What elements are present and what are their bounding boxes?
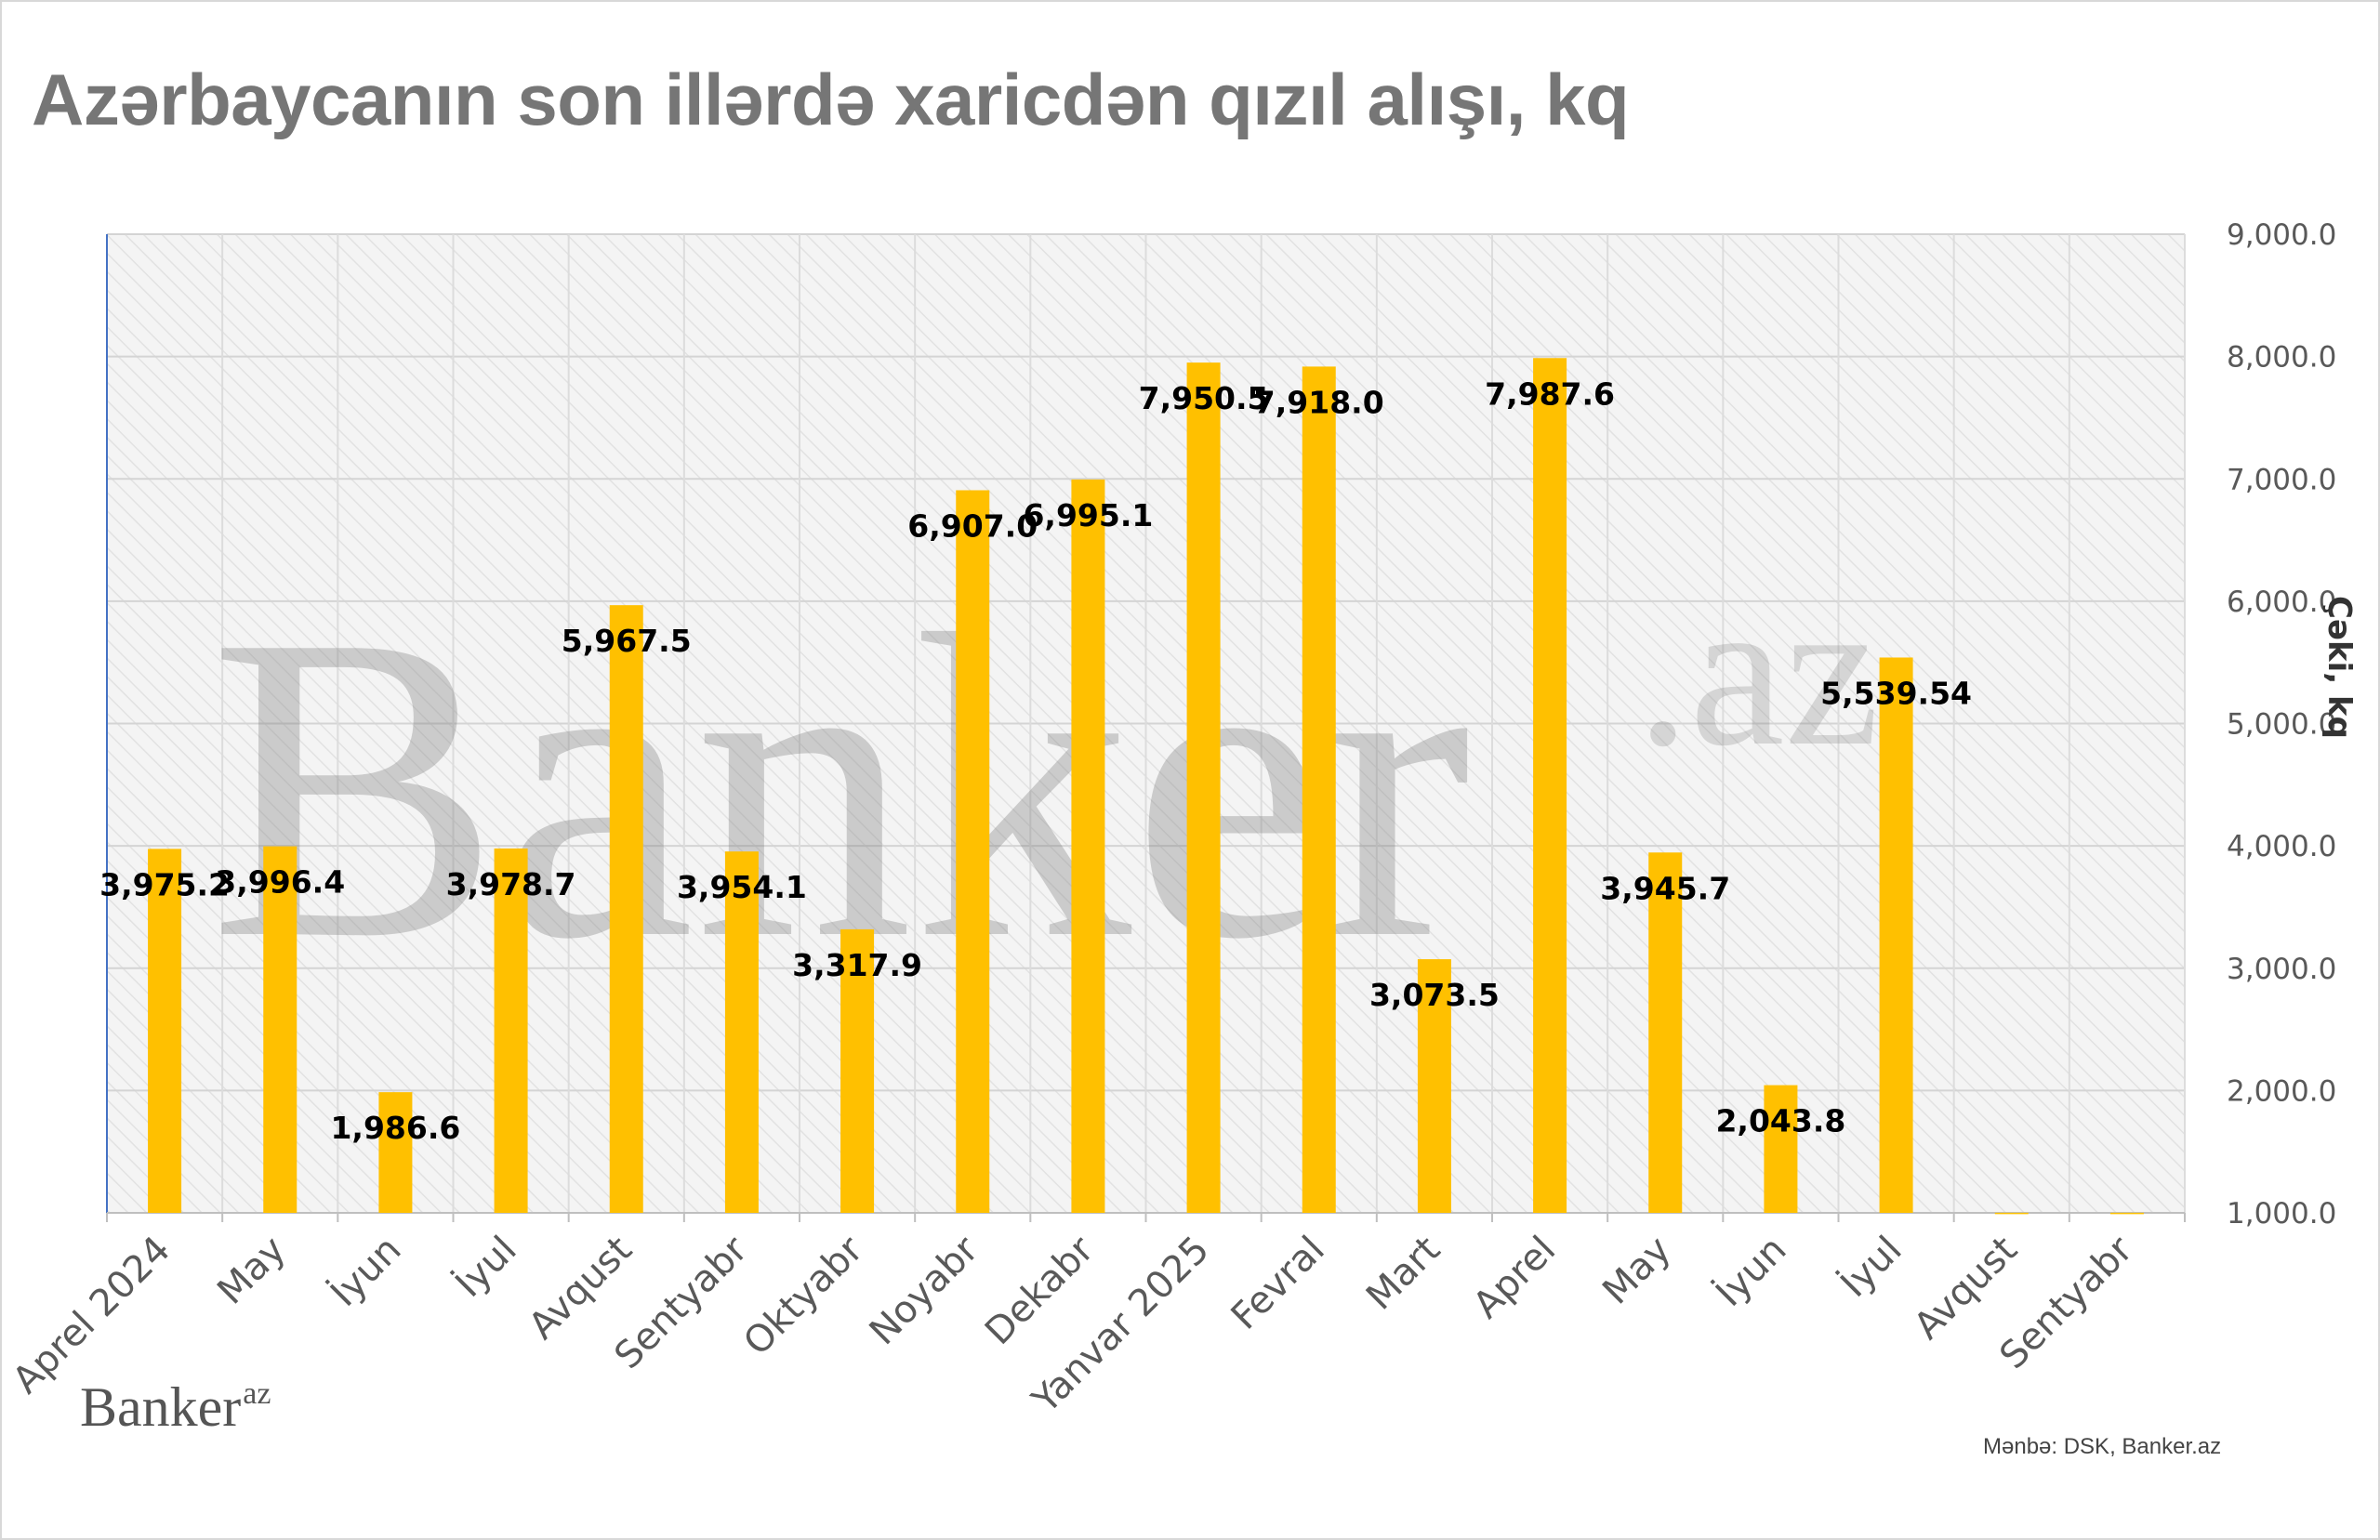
- data-label: 3,975.2: [99, 866, 230, 902]
- bar: [1533, 358, 1567, 1213]
- bar: [1186, 362, 1221, 1213]
- bar: [1648, 852, 1683, 1213]
- y-tick-label: 4,000.0: [2227, 830, 2336, 863]
- bar: [1302, 366, 1336, 1214]
- watermark: Banker: [209, 545, 1471, 1029]
- x-tick-label: Mart: [1358, 1229, 1448, 1319]
- data-label: 6,907.0: [907, 507, 1038, 544]
- data-label: 3,996.4: [215, 864, 345, 901]
- x-tick-label: Avqust: [1906, 1229, 2026, 1349]
- bar: [378, 1092, 413, 1213]
- x-tick-label: May: [1594, 1229, 1679, 1313]
- data-label: 7,987.6: [1485, 375, 1615, 412]
- x-tick-label: Fevral: [1223, 1229, 1333, 1338]
- data-label: 1,986.6: [330, 1110, 460, 1146]
- logo-main: Banker: [80, 1376, 242, 1438]
- x-tick-label: İyun: [1707, 1227, 1795, 1315]
- data-label: 2,043.8: [1715, 1103, 1845, 1139]
- x-tick-label: İyul: [446, 1227, 525, 1306]
- y-axis-title: Çəki, kq: [2320, 596, 2358, 739]
- bar: [724, 851, 759, 1213]
- y-tick-label: 3,000.0: [2227, 953, 2336, 986]
- watermark-suffix: .az: [1636, 553, 1880, 790]
- bar: [1417, 959, 1451, 1213]
- bar: [1071, 479, 1105, 1213]
- data-label: 6,995.1: [1023, 497, 1153, 533]
- bar: [263, 846, 298, 1213]
- x-tick-label: May: [209, 1229, 294, 1313]
- data-label: 3,954.1: [677, 869, 807, 905]
- y-tick-label: 1,000.0: [2227, 1197, 2336, 1231]
- x-tick-label: İyul: [1831, 1227, 1911, 1306]
- y-tick-label: 9,000.0: [2227, 218, 2336, 252]
- data-label: 7,950.5: [1139, 380, 1269, 416]
- bar: [609, 605, 643, 1213]
- x-tick-label: Aprel: [1465, 1229, 1564, 1327]
- bar: [840, 928, 875, 1213]
- bar: [1764, 1085, 1798, 1213]
- data-label: 3,073.5: [1369, 977, 1500, 1013]
- data-label: 3,945.7: [1600, 870, 1730, 906]
- x-tick-label: Avqust: [521, 1229, 641, 1349]
- bar: [148, 849, 182, 1213]
- bar: [494, 848, 528, 1213]
- bar: [956, 490, 990, 1213]
- data-label: 7,918.0: [1254, 384, 1384, 420]
- data-label: 3,317.9: [792, 947, 922, 983]
- bar: [1994, 1212, 2029, 1215]
- banker-logo: Bankeraz: [80, 1375, 271, 1440]
- logo-suffix: az: [243, 1376, 271, 1411]
- x-tick-label: Noyabr: [862, 1228, 987, 1353]
- chart-title: Azərbaycanın son illərdə xaricdən qızıl …: [32, 59, 1630, 140]
- data-label: 3,978.7: [446, 866, 576, 902]
- data-label: 5,967.5: [562, 623, 692, 659]
- x-tick-label: İyun: [322, 1227, 410, 1315]
- source-note: Mənbə: DSK, Banker.az: [1983, 1434, 2222, 1459]
- y-tick-label: 7,000.0: [2227, 463, 2336, 496]
- y-tick-label: 2,000.0: [2227, 1074, 2336, 1108]
- y-tick-label: 5,000.0: [2227, 708, 2336, 742]
- x-tick-label: Oktyabr: [735, 1228, 871, 1363]
- y-tick-label: 8,000.0: [2227, 341, 2336, 375]
- data-label: 5,539.54: [1820, 675, 1972, 711]
- y-tick-label: 6,000.0: [2227, 586, 2336, 619]
- bar: [1879, 657, 1913, 1213]
- bar: [2109, 1212, 2144, 1215]
